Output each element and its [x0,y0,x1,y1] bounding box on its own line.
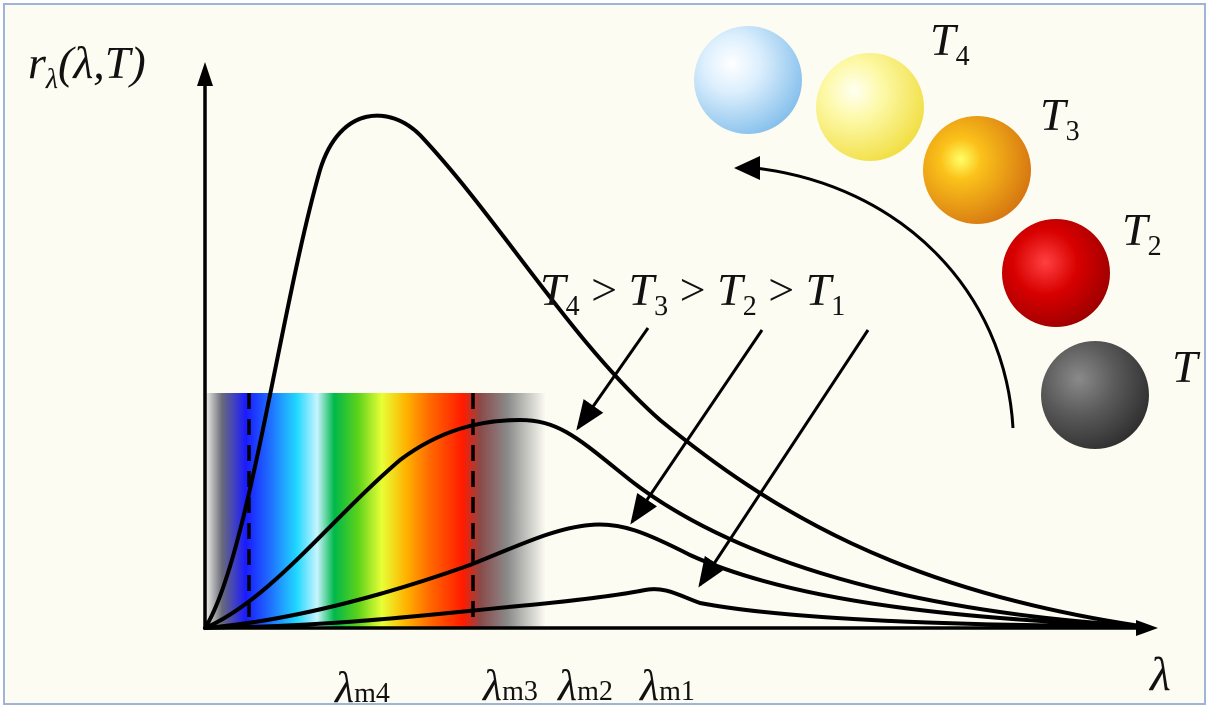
peak-label-m4: λm4 [333,663,390,708]
sphere-t2-icon [1002,219,1110,327]
background-panel [3,3,1206,705]
y-axis-label: rλ(λ,T) [28,37,146,95]
peak-label-m2: λm2 [556,661,613,708]
peak-label-m1: λm1 [638,661,695,708]
pointer-arrow-t2 [698,329,870,588]
sphere-label-t4: T4 [930,14,970,72]
pointer-arrow-t3 [630,329,764,525]
y-axis-arrow-icon [197,62,213,86]
curve-t4 [203,113,1142,630]
sphere-label-t3: T3 [1040,89,1080,147]
pointer-arrow-t4 [576,327,650,431]
curve-t2 [203,522,1142,630]
sphere-t3-icon [923,116,1031,224]
temperature-trend-arrow [754,166,1015,429]
temperature-inequality: T4 > T3 > T2 > T1 [540,264,845,322]
curve-t3 [203,418,1142,630]
x-axis-arrow-icon [1136,620,1158,636]
x-axis-label: λ [1148,648,1171,701]
sphere-label-t1: T [1172,341,1201,392]
curve-t1 [203,587,1142,630]
visible-spectrum-band [205,393,545,628]
sphere-t1-icon [1041,341,1149,449]
sphere-hottest-icon [694,26,802,134]
trend-arrowhead-icon [734,156,760,180]
peak-label-m3: λm3 [481,661,538,708]
sphere-label-t2: T2 [1122,204,1162,262]
sphere-t4-icon [816,53,924,161]
